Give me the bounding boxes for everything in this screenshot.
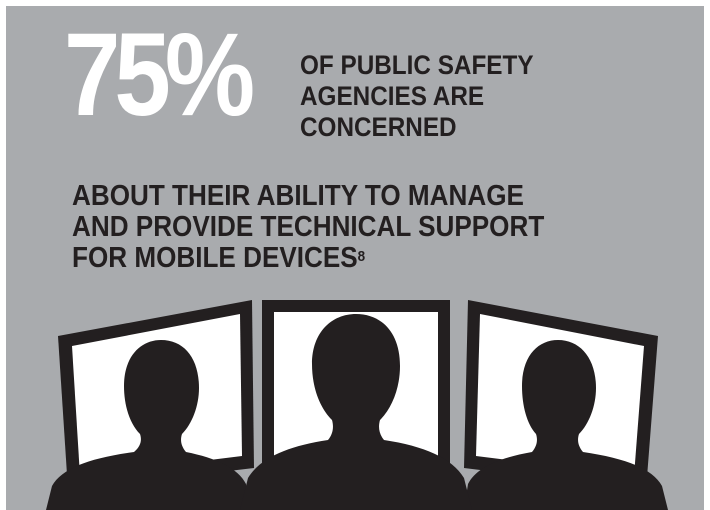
body-line-2: AND PROVIDE TECHNICAL SUPPORT [72, 211, 545, 243]
body-text: ABOUT THEIR ABILITY TO MANAGE AND PROVID… [72, 181, 612, 274]
right-person-silhouette-icon [464, 340, 668, 510]
stat-line-1: OF PUBLIC SAFETY [300, 50, 534, 80]
monitors-silhouettes-illustration [46, 300, 668, 510]
stat-line-2: AGENCIES ARE [300, 81, 485, 111]
stat-percentage: 75% [64, 9, 255, 141]
body-line-1: ABOUT THEIR ABILITY TO MANAGE [72, 180, 524, 212]
stat-description: OF PUBLIC SAFETY AGENCIES ARE CONCERNED [300, 50, 597, 143]
footnote-marker: 8 [357, 248, 366, 265]
body-line-3-text: FOR MOBILE DEVICES [72, 242, 358, 274]
center-person-silhouette-icon [240, 314, 472, 510]
infographic-panel: 75% OF PUBLIC SAFETY AGENCIES ARE CONCER… [6, 6, 704, 510]
body-line-3: FOR MOBILE DEVICES8 [72, 243, 612, 274]
left-person-silhouette-icon [46, 340, 250, 510]
stat-line-3: CONCERNED [300, 112, 457, 142]
